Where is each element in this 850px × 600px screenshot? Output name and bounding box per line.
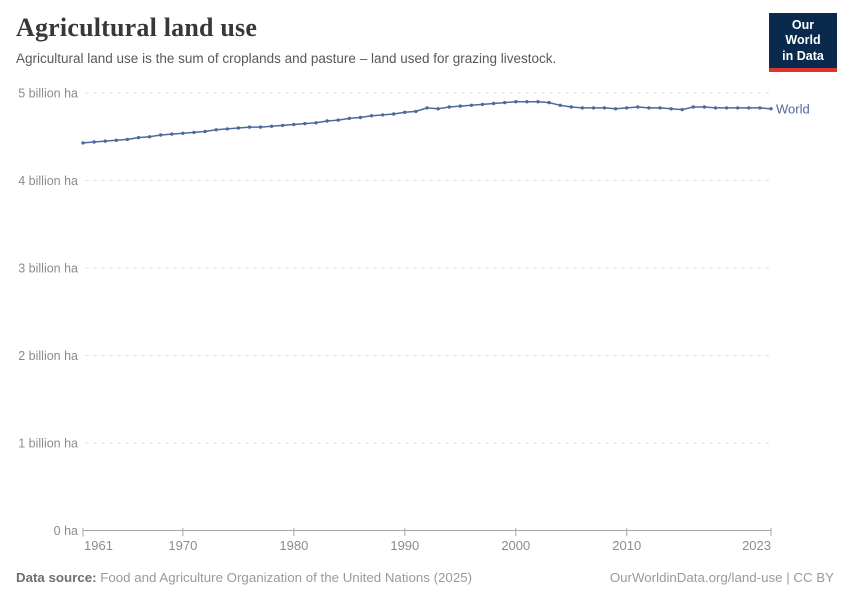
data-point <box>369 114 374 118</box>
data-point <box>92 140 96 144</box>
data-point <box>536 100 540 104</box>
data-point <box>281 123 285 128</box>
data-point <box>602 106 607 110</box>
data-point <box>181 131 185 135</box>
data-point <box>159 133 163 137</box>
data-point <box>769 107 773 111</box>
data-point <box>636 105 640 109</box>
x-tick-label: 1990 <box>390 538 419 553</box>
data-point <box>136 135 141 140</box>
data-point <box>713 106 718 110</box>
data-point <box>447 105 451 109</box>
data-point <box>747 106 751 110</box>
data-point <box>81 141 85 145</box>
data-point <box>347 116 351 121</box>
data-point <box>569 105 573 109</box>
y-tick-label: 2 billion ha <box>18 349 78 363</box>
data-point <box>514 100 518 104</box>
data-point <box>469 103 474 108</box>
data-point <box>669 107 673 111</box>
y-axis-labels: 5 billion ha 4 billion ha 3 billion ha 2 bi… <box>18 87 78 539</box>
x-axis-ticks <box>82 528 772 537</box>
data-point <box>613 107 618 111</box>
owid-logo[interactable]: Our World in Data <box>769 13 837 72</box>
data-point <box>392 112 396 116</box>
data-point <box>702 105 707 109</box>
y-tick-label: 0 ha <box>54 524 78 538</box>
series-world[interactable] <box>81 100 773 145</box>
data-point <box>114 138 119 142</box>
owid-logo-line2: in Data <box>782 48 824 63</box>
y-tick-label: 5 billion ha <box>18 87 78 101</box>
page-title: Agricultural land use <box>16 13 258 42</box>
data-point <box>236 126 241 130</box>
data-point <box>480 102 485 107</box>
x-tick-label: 2000 <box>501 538 530 553</box>
y-tick-label: 3 billion ha <box>18 262 78 276</box>
data-point <box>758 106 762 110</box>
series-end-label[interactable]: World <box>776 101 810 116</box>
data-point <box>591 106 596 110</box>
data-point <box>147 135 152 139</box>
line-chart[interactable]: 5 billion ha 4 billion ha 3 billion ha 2 bi… <box>0 0 850 560</box>
data-point <box>358 115 363 120</box>
data-point <box>736 106 740 110</box>
owid-logo-line1: Our World <box>785 18 821 48</box>
x-tick-label: 2023 <box>742 538 771 553</box>
x-tick-label: 1961 <box>84 538 113 553</box>
data-point <box>214 128 218 132</box>
data-point <box>691 105 695 109</box>
gridlines <box>83 92 771 531</box>
data-point <box>203 129 207 134</box>
data-point <box>658 106 662 110</box>
data-point <box>547 100 551 105</box>
data-point <box>247 125 252 129</box>
data-point <box>491 101 496 106</box>
data-point <box>292 122 296 127</box>
data-point <box>314 121 318 125</box>
data-point <box>558 103 562 108</box>
chart-subtitle: Agricultural land use is the sum of crop… <box>16 51 557 66</box>
x-tick-label: 2010 <box>612 538 641 553</box>
data-point <box>436 107 440 111</box>
data-point <box>303 121 307 126</box>
data-point <box>680 107 684 112</box>
data-point <box>647 106 651 110</box>
data-point <box>425 106 429 110</box>
data-source-text: Food and Agriculture Organization of the… <box>96 570 473 585</box>
data-point <box>458 104 462 108</box>
data-point <box>580 106 585 110</box>
data-source-label: Data source: <box>16 570 97 585</box>
data-point <box>269 124 274 128</box>
data-point <box>414 109 418 114</box>
data-point <box>503 100 507 105</box>
y-tick-label: 4 billion ha <box>18 174 78 188</box>
data-point <box>525 100 529 104</box>
data-point <box>724 106 729 110</box>
x-tick-label: 1970 <box>168 538 197 553</box>
data-point <box>403 110 407 115</box>
data-point <box>325 119 329 123</box>
data-source: Data source: Food and Agriculture Organi… <box>16 570 472 585</box>
footer-link[interactable]: OurWorldinData.org/land-use | CC BY <box>609 570 834 585</box>
x-tick-label: 1980 <box>279 538 308 553</box>
data-point <box>336 118 340 122</box>
data-point <box>170 132 174 136</box>
data-point <box>225 127 229 131</box>
data-point <box>258 125 263 129</box>
x-axis-labels: 1961 1970 1980 1990 2000 2010 2023 <box>84 538 771 553</box>
y-tick-label: 1 billion ha <box>18 437 78 451</box>
data-point <box>380 113 385 117</box>
data-point <box>625 106 629 110</box>
data-point <box>125 137 130 142</box>
data-point <box>192 130 196 135</box>
data-point <box>103 139 107 143</box>
